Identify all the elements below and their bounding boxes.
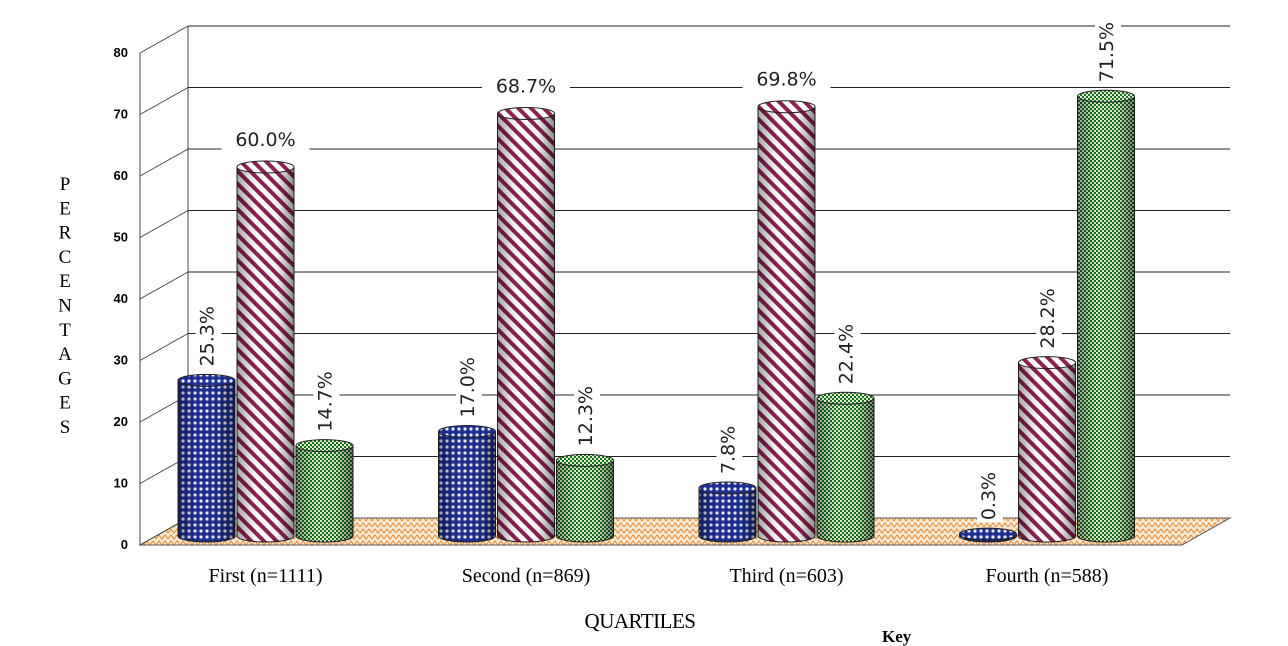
x-category-label: Second (n=869) <box>462 565 590 587</box>
x-axis-categories: First (n=1111) Second (n=869) Third (n=603… <box>208 565 1108 587</box>
bar-top <box>556 453 614 467</box>
bar-shading <box>758 106 815 542</box>
bar-3-1 <box>295 439 354 543</box>
bar-2-4 <box>1018 356 1076 543</box>
gridlines <box>139 25 1230 546</box>
gridline-side <box>139 25 189 54</box>
data-label-bg <box>742 66 831 91</box>
gridline-side <box>139 271 189 300</box>
bar-shading <box>178 380 235 542</box>
x-category-label: First (n=1111) <box>208 565 322 587</box>
data-label-bg <box>977 460 1003 523</box>
y-tick-label: 20 <box>114 414 128 429</box>
bar-top <box>698 481 757 495</box>
bar-shading <box>497 113 555 543</box>
bar-top <box>1018 356 1076 370</box>
bar-3-2 <box>556 453 614 543</box>
data-label-bg <box>1036 288 1062 351</box>
data-label-bg <box>195 306 222 369</box>
data-label-bg <box>456 357 482 420</box>
y-tick-label: 0 <box>121 537 128 552</box>
bar-shading <box>1018 362 1076 542</box>
data-label: 68.7% <box>496 75 556 97</box>
bar-shading <box>438 431 496 542</box>
bar-top <box>757 100 816 114</box>
data-label: 71.5% <box>1096 22 1118 82</box>
data-label-bg <box>834 324 861 387</box>
data-label: 69.8% <box>756 69 816 91</box>
data-label-bg <box>221 127 310 151</box>
bar-1-2 <box>438 424 496 543</box>
y-tick-label: 30 <box>114 353 128 368</box>
data-label: 17.0% <box>457 357 479 417</box>
data-label-bg <box>1095 22 1121 85</box>
x-axis-title: QUARTILES <box>585 609 696 633</box>
bar-3-3 <box>816 391 875 543</box>
bar-shading <box>556 460 614 542</box>
gridline-side <box>139 210 189 238</box>
data-label: 14.7% <box>315 371 337 431</box>
bar-shading <box>817 398 874 542</box>
bar-top <box>177 373 236 387</box>
bar-3-4 <box>1077 89 1135 543</box>
data-label-bg <box>313 371 340 434</box>
y-tick-label: 60 <box>114 168 128 183</box>
bar-2-3 <box>757 100 816 543</box>
data-label: 28.2% <box>1037 288 1059 348</box>
gridline-side <box>139 87 189 115</box>
data-label: 60.0% <box>235 129 295 151</box>
bar-1-4 <box>959 527 1017 543</box>
gridline-side <box>139 333 189 361</box>
bar-shading <box>699 488 756 542</box>
bar-top <box>236 160 295 174</box>
bar-top <box>959 527 1017 541</box>
data-label: 25.3% <box>197 306 219 366</box>
data-label: 12.3% <box>575 386 597 446</box>
y-tick-label: 70 <box>114 107 128 122</box>
bar-1-3 <box>698 481 757 543</box>
x-category-label: Third (n=603) <box>729 565 843 587</box>
bar-top <box>1077 89 1135 103</box>
bar-shading <box>1077 96 1135 543</box>
y-tick-label: 10 <box>114 476 128 491</box>
bar-shading <box>296 445 353 542</box>
data-label: 22.4% <box>836 324 858 384</box>
data-label-bg <box>482 73 570 98</box>
bar-top <box>438 424 496 438</box>
legend-key-label: Key <box>882 627 912 646</box>
bar-top <box>295 439 354 453</box>
x-category-label: Fourth (n=588) <box>986 565 1109 587</box>
bar-2-2 <box>497 106 555 543</box>
bar-top <box>816 391 875 405</box>
y-axis-ticks: 0 10 20 30 40 50 60 70 80 <box>114 45 128 552</box>
y-tick-label: 50 <box>114 230 128 245</box>
bars <box>177 89 1135 543</box>
bar-labels: 25.3% 60.0% 14.7% 17.0% 68.7% 12.3% 7.8% 69.8% 2… <box>195 22 1121 523</box>
data-label-bg <box>716 414 743 477</box>
y-tick-label: 40 <box>114 291 128 306</box>
y-tick-label: 80 <box>114 45 128 60</box>
data-label: 0.3% <box>978 472 1000 520</box>
bar-2-1 <box>236 160 295 543</box>
bar-shading <box>237 167 294 542</box>
bar-top <box>497 106 555 120</box>
data-label-bg <box>574 386 600 449</box>
gridline-side <box>139 148 189 177</box>
bar-1-1 <box>177 373 236 543</box>
data-label: 7.8% <box>718 426 740 474</box>
